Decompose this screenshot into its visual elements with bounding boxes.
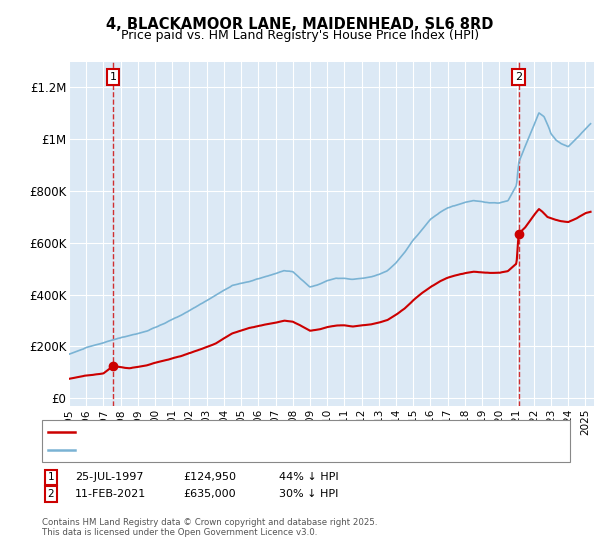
Text: 1: 1 [110,72,116,82]
Text: £635,000: £635,000 [183,489,236,499]
Text: 44% ↓ HPI: 44% ↓ HPI [279,472,338,482]
Text: HPI: Average price, detached house, Windsor and Maidenhead: HPI: Average price, detached house, Wind… [81,445,422,455]
Text: 30% ↓ HPI: 30% ↓ HPI [279,489,338,499]
Text: 1: 1 [47,472,55,482]
Text: Price paid vs. HM Land Registry's House Price Index (HPI): Price paid vs. HM Land Registry's House … [121,29,479,42]
Text: £124,950: £124,950 [183,472,236,482]
Text: 2: 2 [515,72,522,82]
Text: Contains HM Land Registry data © Crown copyright and database right 2025.
This d: Contains HM Land Registry data © Crown c… [42,518,377,538]
Text: 11-FEB-2021: 11-FEB-2021 [75,489,146,499]
Text: 4, BLACKAMOOR LANE, MAIDENHEAD, SL6 8RD (detached house): 4, BLACKAMOOR LANE, MAIDENHEAD, SL6 8RD … [81,427,439,437]
Text: 25-JUL-1997: 25-JUL-1997 [75,472,143,482]
Text: 2: 2 [47,489,55,499]
Text: 4, BLACKAMOOR LANE, MAIDENHEAD, SL6 8RD: 4, BLACKAMOOR LANE, MAIDENHEAD, SL6 8RD [106,17,494,31]
